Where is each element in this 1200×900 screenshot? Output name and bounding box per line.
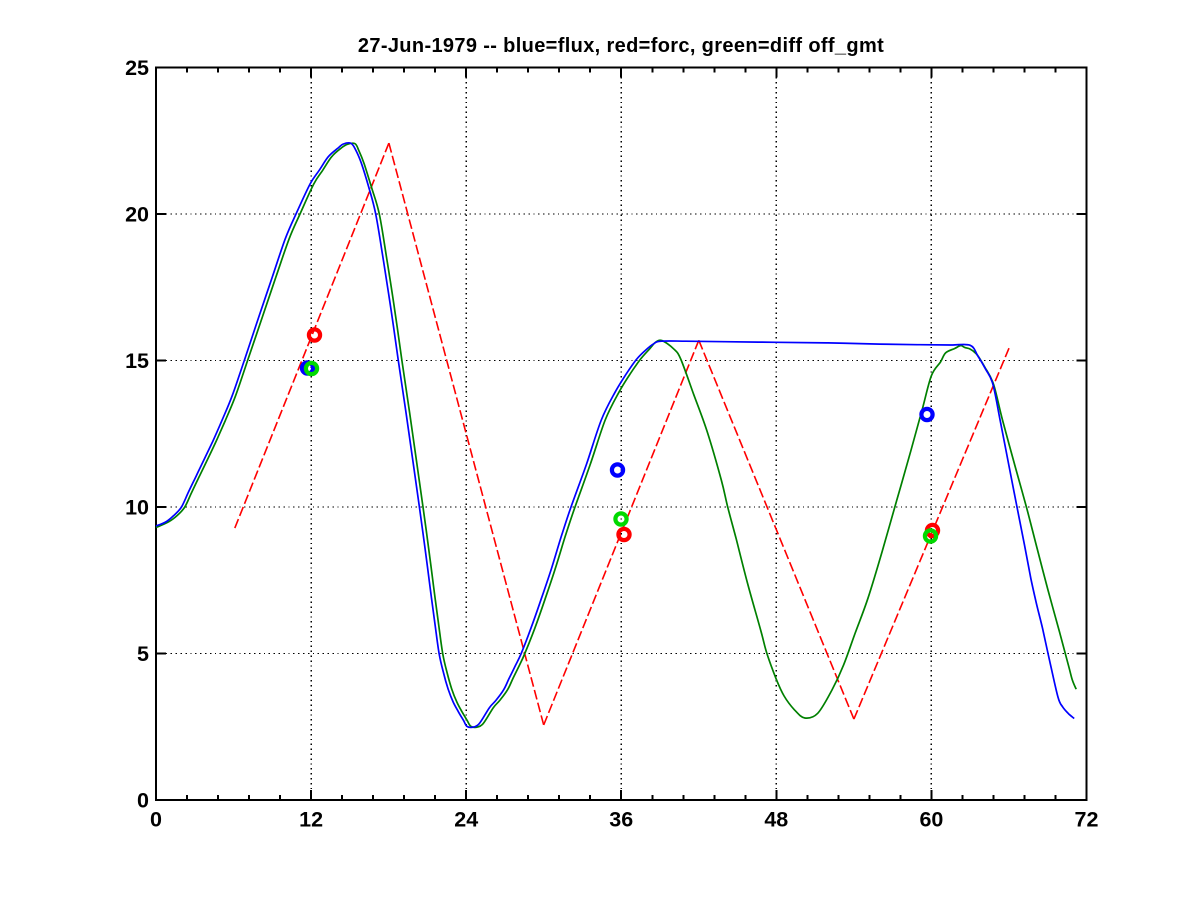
svg-text:48: 48 xyxy=(764,808,788,832)
svg-text:36: 36 xyxy=(609,808,633,832)
svg-text:60: 60 xyxy=(919,808,943,832)
svg-text:25: 25 xyxy=(125,56,149,80)
svg-text:10: 10 xyxy=(125,496,149,520)
svg-text:12: 12 xyxy=(299,808,323,832)
svg-text:72: 72 xyxy=(1075,808,1099,832)
svg-text:27-Jun-1979 -- blue=flux, red=: 27-Jun-1979 -- blue=flux, red=forc, gree… xyxy=(358,35,884,57)
svg-text:0: 0 xyxy=(150,808,162,832)
svg-text:20: 20 xyxy=(125,203,149,227)
svg-text:0: 0 xyxy=(137,789,149,813)
svg-text:24: 24 xyxy=(454,808,478,832)
svg-text:5: 5 xyxy=(137,642,149,666)
svg-text:15: 15 xyxy=(125,349,149,373)
